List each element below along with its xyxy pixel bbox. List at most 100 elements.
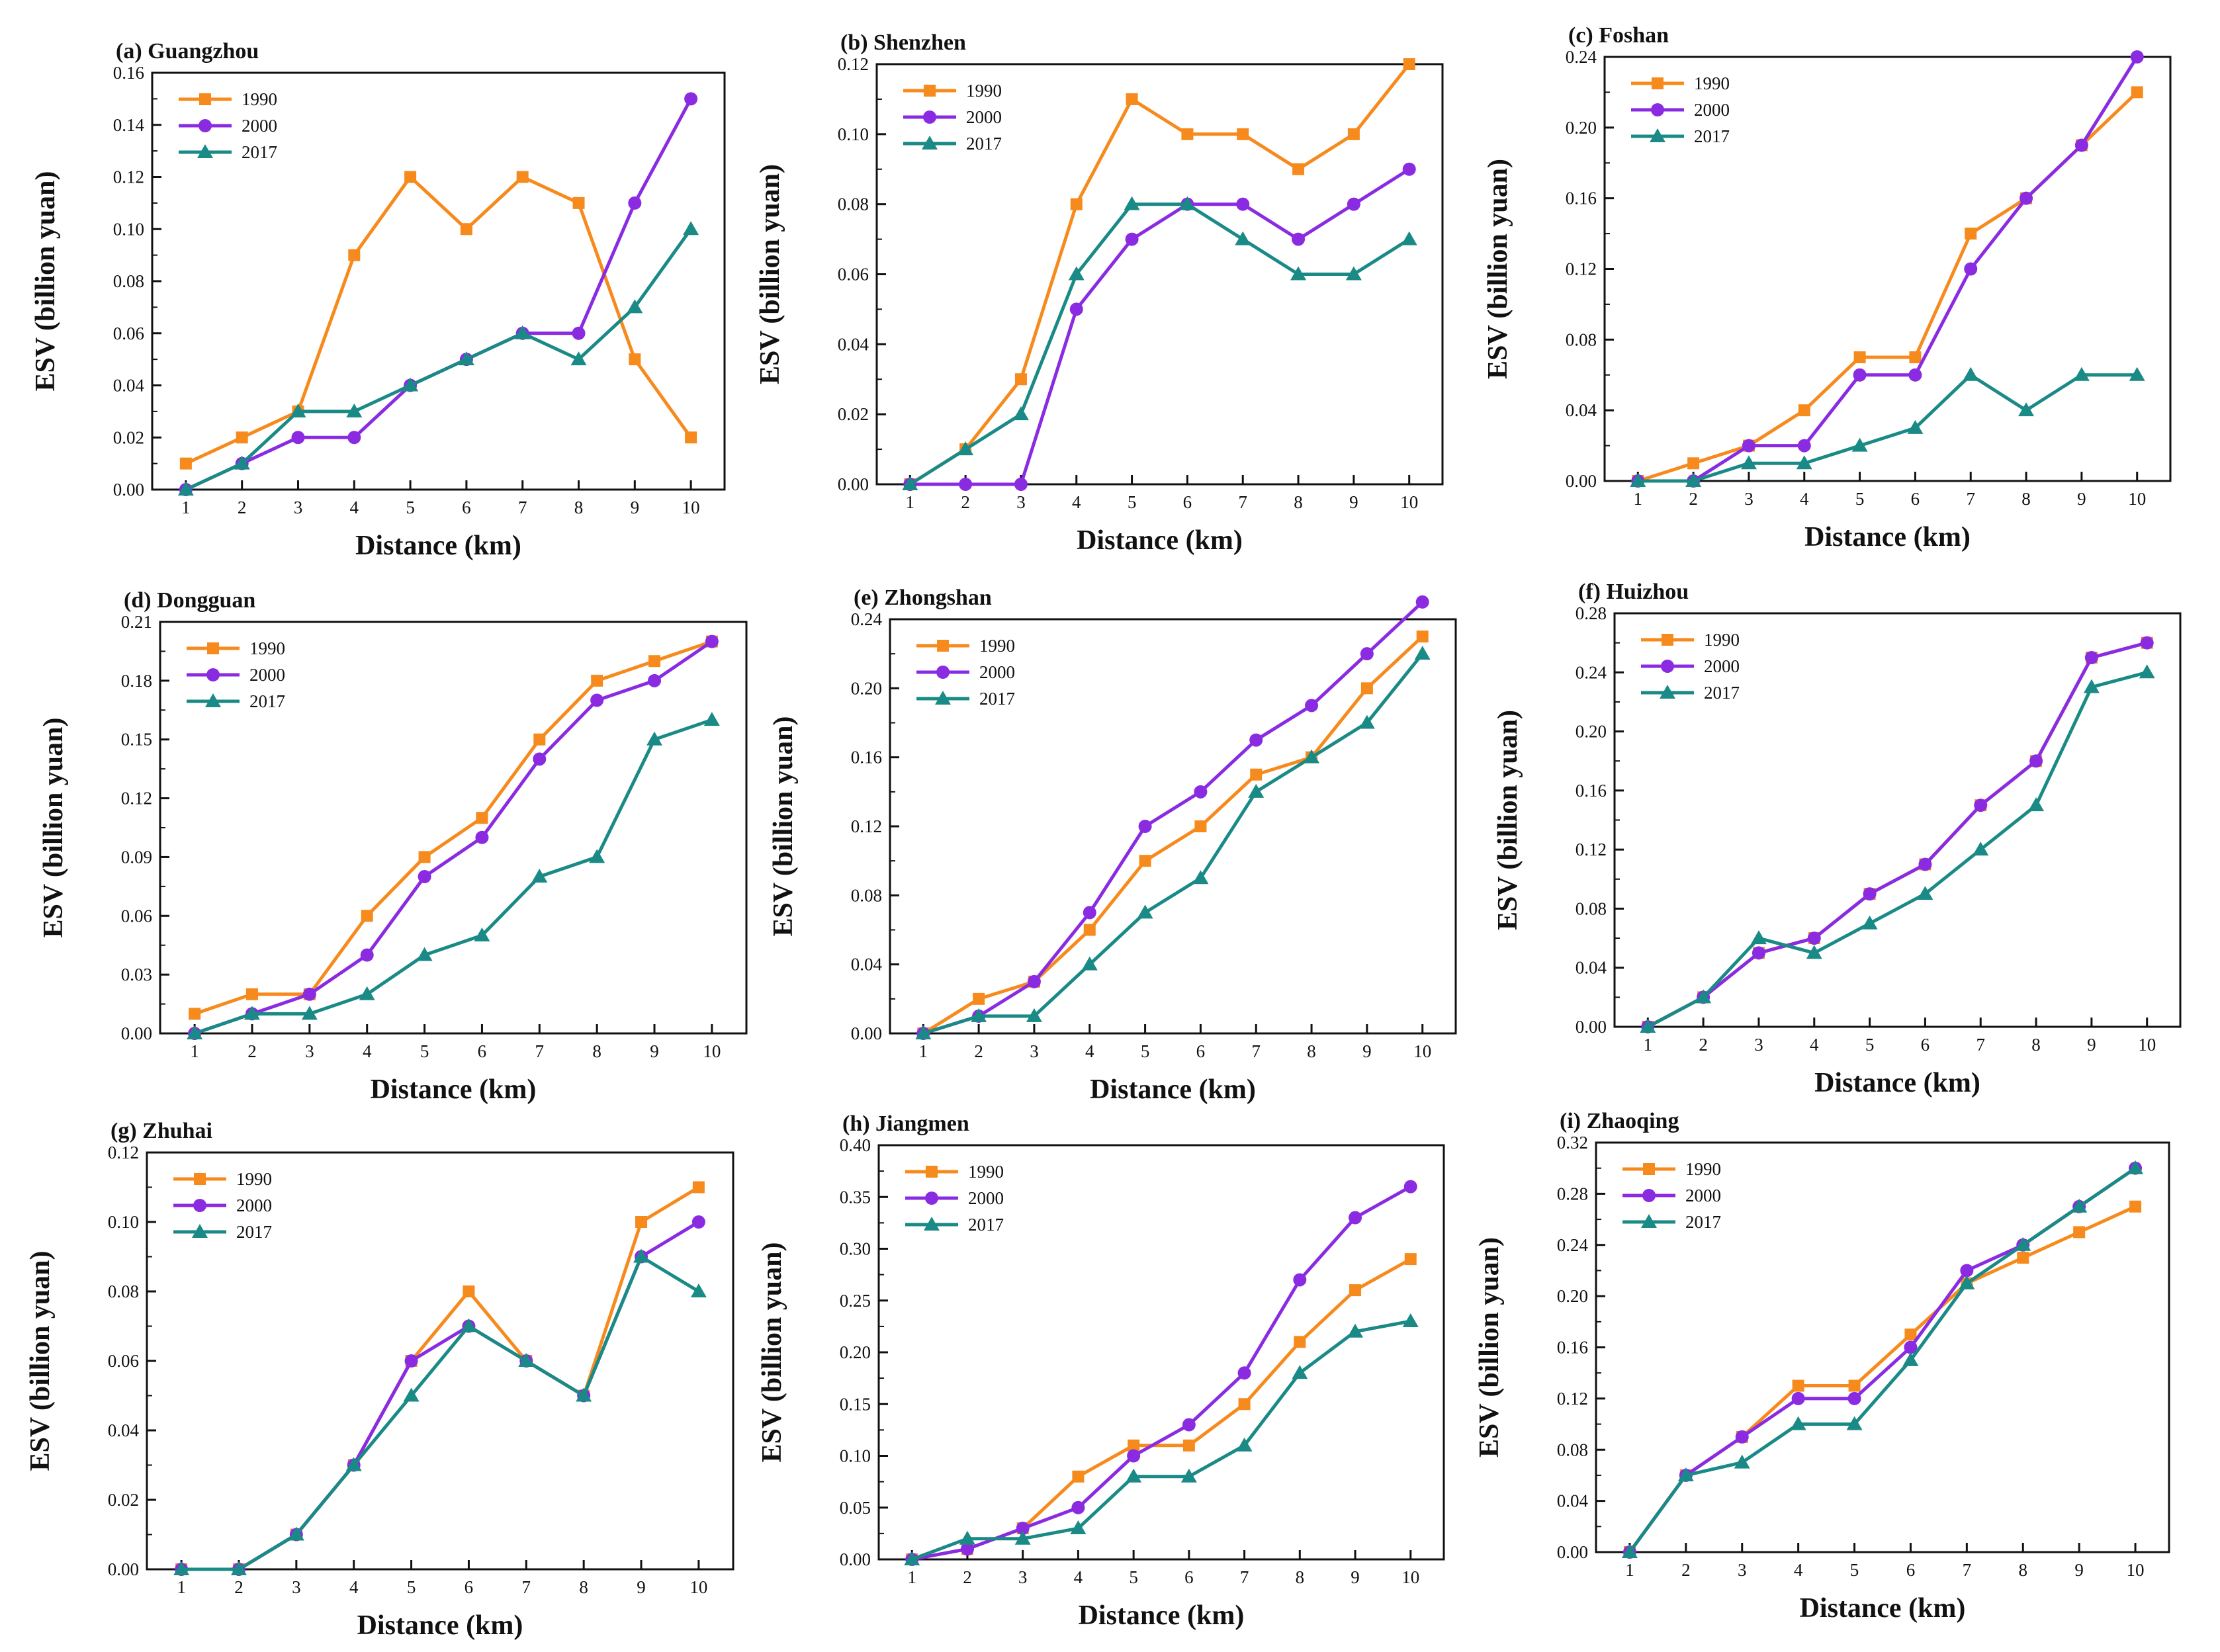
data-point-1990 <box>1349 1284 1362 1297</box>
data-point-2017 <box>2127 1160 2144 1174</box>
legend-label: 2000 <box>1704 656 1740 676</box>
legend-item-1990: 1990 <box>916 636 1015 656</box>
data-point-2000 <box>648 674 662 687</box>
legend-label: 2000 <box>966 107 1002 127</box>
legend-item-1990: 1990 <box>903 81 1002 101</box>
x-tick-label: 3 <box>1018 1567 1028 1587</box>
y-tick-label: 0.12 <box>851 816 882 836</box>
x-tick-label: 1 <box>906 492 915 512</box>
y-tick-label: 0.04 <box>113 376 145 396</box>
data-point-2017 <box>1677 1467 1694 1481</box>
y-tick-label: 0.12 <box>1576 840 1607 859</box>
data-point-2000 <box>1027 975 1041 988</box>
y-tick-label: 0.04 <box>108 1420 140 1440</box>
data-point-1990 <box>418 851 431 863</box>
legend-marker <box>194 1173 206 1185</box>
data-point-1990 <box>1237 128 1249 140</box>
y-tick-label: 0.25 <box>840 1291 871 1311</box>
data-point-2017 <box>2073 367 2090 381</box>
data-point-2000 <box>1403 1180 1417 1194</box>
data-point-1990 <box>179 457 192 470</box>
data-point-2017 <box>589 849 605 863</box>
legend-label: 1990 <box>236 1169 272 1189</box>
x-tick-label: 4 <box>1074 1567 1083 1587</box>
x-tick-label: 6 <box>478 1041 487 1061</box>
legend-item-2017: 2017 <box>903 134 1002 153</box>
data-point-2017 <box>2071 1198 2088 1213</box>
data-point-2017 <box>971 1008 987 1022</box>
y-tick-label: 0.00 <box>1566 471 1597 491</box>
data-point-2000 <box>1347 197 1360 211</box>
legend-item-1990: 1990 <box>1631 73 1730 93</box>
legend-label: 2017 <box>1694 126 1730 146</box>
y-tick-label: 0.16 <box>1576 781 1607 801</box>
y-tick-label: 0.08 <box>1557 1440 1588 1459</box>
legend-marker <box>205 693 221 707</box>
data-point-2000 <box>1237 1366 1251 1380</box>
data-point-2000 <box>691 1215 705 1229</box>
data-point-1990 <box>1083 924 1096 936</box>
legend-marker <box>197 144 213 158</box>
x-tick-label: 3 <box>1738 1560 1747 1580</box>
data-point-2017 <box>416 947 433 961</box>
x-tick-label: 9 <box>631 498 640 517</box>
series-line-1990 <box>194 640 713 1016</box>
data-point-2017 <box>690 1283 707 1297</box>
y-tick-label: 0.12 <box>108 1143 139 1162</box>
legend-label: 2017 <box>236 1222 272 1242</box>
legend-marker <box>1641 1214 1657 1228</box>
legend-label: 2000 <box>1685 1186 1721 1205</box>
chart-panel: (d) Dongguan 0.00 0.03 0.06 0.09 0.12 0.15 0.18… <box>38 588 748 1105</box>
legend-label: 1990 <box>242 89 277 109</box>
y-tick-label: 0.12 <box>1566 259 1597 279</box>
data-point-2017 <box>2015 1237 2031 1251</box>
x-tick-label: 4 <box>363 1041 372 1061</box>
legend-item-1990: 1990 <box>187 638 285 658</box>
data-point-2017 <box>1304 749 1320 763</box>
data-point-2017 <box>2083 679 2100 693</box>
y-tick-label: 0.16 <box>851 748 882 767</box>
x-tick-label: 7 <box>1966 489 1975 509</box>
data-point-2017 <box>177 482 194 496</box>
legend-label: 2000 <box>236 1196 272 1215</box>
series-line-1990 <box>909 63 1411 486</box>
data-point-2017 <box>1081 956 1098 971</box>
data-point-2017 <box>959 1530 975 1545</box>
data-point-2017 <box>957 441 974 456</box>
chart-panel: (i) Zhaoqing 0.00 0.04 0.08 0.12 0.16 0.20 0.24… <box>1474 1109 2170 1624</box>
x-tick-label: 9 <box>1351 1567 1360 1587</box>
data-point-2017 <box>1740 455 1757 470</box>
x-tick-label: 7 <box>1963 1560 1972 1580</box>
data-point-2000 <box>2130 50 2144 64</box>
series-2017 <box>902 196 1417 490</box>
data-point-2017 <box>1621 1544 1638 1558</box>
y-tick-label: 0.00 <box>108 1559 139 1579</box>
data-point-1990 <box>1360 682 1373 695</box>
y-tick-label: 0.20 <box>840 1342 871 1362</box>
data-point-1990 <box>463 1285 475 1297</box>
legend-marker <box>1661 660 1674 673</box>
data-point-2000 <box>1863 887 1877 901</box>
data-point-2017 <box>1180 1468 1197 1483</box>
data-point-2017 <box>518 1353 535 1367</box>
chart-panel: (h) Jiangmen 0.00 0.05 0.10 0.15 0.20 0.25 0.30… <box>757 1111 1445 1631</box>
legend-label: 1990 <box>1685 1159 1721 1179</box>
x-tick-label: 1 <box>190 1041 199 1061</box>
data-point-2017 <box>531 869 548 883</box>
data-point-2017 <box>1124 196 1140 210</box>
data-point-2000 <box>1305 699 1319 713</box>
series-2017 <box>904 1313 1419 1565</box>
data-point-1990 <box>973 992 985 1005</box>
data-point-1990 <box>1403 58 1415 70</box>
x-tick-label: 3 <box>294 498 303 517</box>
x-tick-label: 7 <box>1240 1567 1249 1587</box>
data-point-1990 <box>1904 1328 1917 1341</box>
x-tick-label: 5 <box>1850 1560 1859 1580</box>
legend-item-1990: 1990 <box>1622 1159 1721 1179</box>
legend-marker <box>1662 634 1673 646</box>
x-tick-label: 5 <box>1865 1035 1875 1055</box>
data-point-2000 <box>1742 439 1755 453</box>
x-tick-label: 4 <box>1072 492 1081 512</box>
data-point-2017 <box>1796 455 1812 470</box>
data-point-2000 <box>1349 1211 1362 1225</box>
